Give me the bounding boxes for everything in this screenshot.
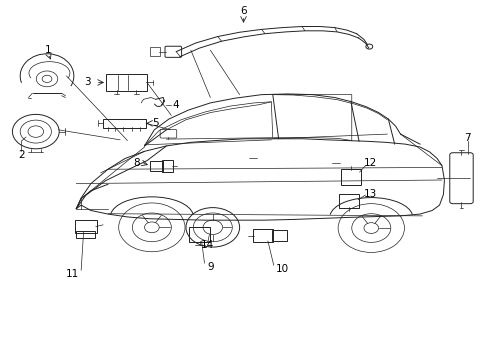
Text: 6: 6 xyxy=(240,6,246,17)
Text: 7: 7 xyxy=(464,133,470,143)
Text: 8: 8 xyxy=(133,158,139,168)
Text: 3: 3 xyxy=(84,77,91,87)
Text: 11: 11 xyxy=(66,269,80,279)
Text: 9: 9 xyxy=(206,262,213,272)
Text: 13: 13 xyxy=(363,189,376,199)
Text: 12: 12 xyxy=(363,158,376,168)
Text: 10: 10 xyxy=(275,264,288,274)
Text: 2: 2 xyxy=(18,150,24,160)
Text: 4: 4 xyxy=(173,100,179,110)
Text: 1: 1 xyxy=(45,45,52,55)
Text: 14: 14 xyxy=(201,239,214,249)
Text: 5: 5 xyxy=(152,118,159,128)
